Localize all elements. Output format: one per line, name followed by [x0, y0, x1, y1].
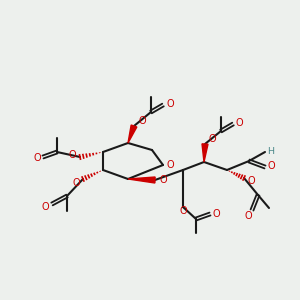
- Text: O: O: [244, 211, 252, 221]
- Text: O: O: [159, 175, 167, 185]
- Text: O: O: [72, 178, 80, 188]
- Text: O: O: [68, 150, 76, 160]
- Text: O: O: [212, 209, 220, 219]
- Text: O: O: [166, 99, 174, 109]
- Polygon shape: [202, 144, 208, 162]
- Polygon shape: [128, 177, 155, 183]
- Text: H: H: [268, 146, 274, 155]
- Text: O: O: [33, 153, 41, 163]
- Text: O: O: [235, 118, 243, 128]
- Text: O: O: [41, 202, 49, 212]
- Text: O: O: [267, 161, 275, 171]
- Text: O: O: [208, 134, 216, 144]
- Text: O: O: [179, 206, 187, 216]
- Text: O: O: [138, 116, 146, 126]
- Text: O: O: [247, 176, 255, 186]
- Text: O: O: [166, 160, 174, 170]
- Polygon shape: [128, 125, 137, 143]
